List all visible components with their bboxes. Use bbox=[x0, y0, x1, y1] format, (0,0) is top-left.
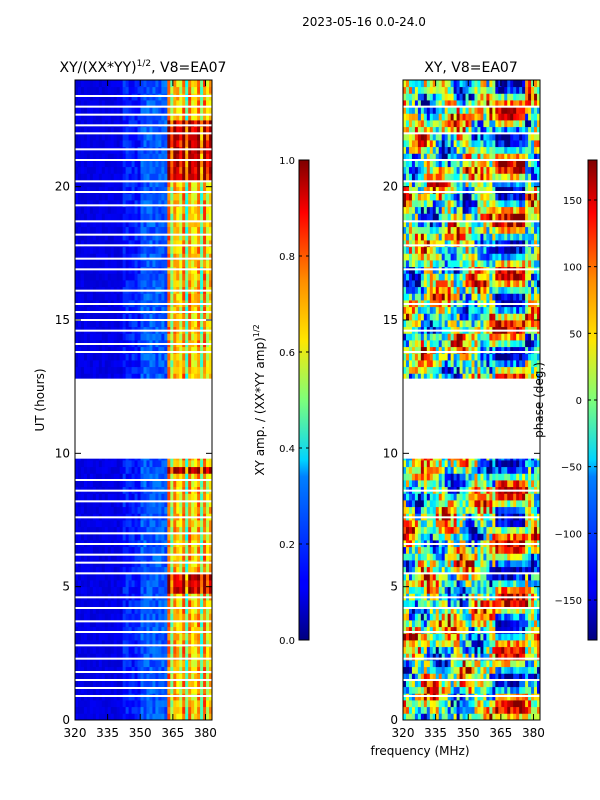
x-tick-label: 380 bbox=[194, 726, 217, 740]
y-tick-label: 15 bbox=[55, 313, 70, 327]
amplitude-title-main: XY/(XX*YY) bbox=[60, 60, 137, 76]
colorbar-tick-label: −100 bbox=[555, 529, 582, 540]
phase-panel: XY, V8=EA07 320 335 350 365 380 0 5 10 15 20 bbox=[383, 60, 545, 740]
phase-colorbar: −150 −100 −50 0 50 100 150 phase (deg.) bbox=[532, 159, 598, 641]
amplitude-colorbar-label-exp: 1/2 bbox=[252, 324, 261, 337]
y-tick-label: 20 bbox=[383, 180, 398, 194]
amplitude-colorbar-label: XY amp. / (XX*YY amp)1/2 bbox=[252, 324, 267, 475]
y-tick-label: 0 bbox=[390, 713, 398, 727]
phase-heatmap bbox=[403, 80, 540, 720]
amplitude-panel: XY/(XX*YY)1/2, V8=EA07 320 335 350 365 380 0 5… bbox=[33, 59, 226, 740]
amplitude-colorbar-label-main: XY amp. / (XX*YY amp) bbox=[253, 337, 267, 475]
amplitude-title: XY/(XX*YY)1/2, V8=EA07 bbox=[60, 59, 227, 76]
amplitude-heatmap bbox=[75, 80, 212, 720]
colorbar-tick-label: 50 bbox=[569, 329, 582, 340]
y-tick-label: 0 bbox=[62, 713, 70, 727]
colorbar-tick-label: 1.0 bbox=[279, 156, 295, 167]
colorbar-tick-label: 100 bbox=[563, 263, 582, 274]
phase-colorbar-ticks: −150 −100 −50 0 50 100 150 bbox=[555, 196, 597, 607]
phase-axes-frame bbox=[402, 79, 541, 721]
amplitude-title-exp: 1/2 bbox=[137, 59, 151, 69]
x-tick-label: 320 bbox=[64, 726, 87, 740]
x-tick-label: 335 bbox=[424, 726, 447, 740]
y-tick-label: 10 bbox=[383, 446, 398, 460]
colorbar-tick-label: 0 bbox=[576, 396, 582, 407]
amplitude-title-suffix: , V8=EA07 bbox=[151, 60, 226, 76]
y-tick-label: 5 bbox=[62, 580, 70, 594]
amplitude-ylabel: UT (hours) bbox=[33, 368, 47, 431]
x-tick-label: 365 bbox=[161, 726, 184, 740]
y-tick-label: 5 bbox=[390, 580, 398, 594]
x-tick-label: 350 bbox=[129, 726, 152, 740]
amplitude-axes-frame bbox=[74, 79, 213, 721]
amplitude-colorbar-bar bbox=[298, 159, 310, 641]
colorbar-tick-label: −50 bbox=[561, 463, 582, 474]
colorbar-tick-label: 0.8 bbox=[279, 252, 295, 263]
x-tick-label: 365 bbox=[489, 726, 512, 740]
amplitude-ticks: 320 335 350 365 380 0 5 10 15 20 bbox=[55, 80, 217, 740]
colorbar-tick-label: 0.6 bbox=[279, 348, 295, 359]
x-tick-label: 335 bbox=[96, 726, 119, 740]
amplitude-colorbar-ticks: 0.0 0.2 0.4 0.6 0.8 1.0 bbox=[279, 156, 309, 647]
phase-title: XY, V8=EA07 bbox=[424, 60, 518, 76]
y-tick-label: 15 bbox=[383, 313, 398, 327]
shared-xlabel: frequency (MHz) bbox=[370, 744, 469, 758]
y-tick-label: 20 bbox=[55, 180, 70, 194]
amplitude-colorbar: 0.0 0.2 0.4 0.6 0.8 1.0 XY amp. / (XX*YY amp)… bbox=[252, 156, 310, 647]
y-tick-label: 10 bbox=[55, 446, 70, 460]
colorbar-tick-label: 0.2 bbox=[279, 540, 295, 551]
phase-ticks: 320 335 350 365 380 0 5 10 15 20 bbox=[383, 80, 545, 740]
x-tick-label: 350 bbox=[457, 726, 480, 740]
figure-suptitle: 2023-05-16 0.0-24.0 bbox=[302, 15, 426, 29]
x-tick-label: 320 bbox=[392, 726, 415, 740]
colorbar-tick-label: 0.0 bbox=[279, 636, 295, 647]
colorbar-tick-label: 0.4 bbox=[279, 444, 295, 455]
phase-colorbar-label: phase (deg.) bbox=[532, 362, 546, 438]
colorbar-tick-label: −150 bbox=[555, 596, 582, 607]
x-tick-label: 380 bbox=[522, 726, 545, 740]
colorbar-tick-label: 150 bbox=[563, 196, 582, 207]
